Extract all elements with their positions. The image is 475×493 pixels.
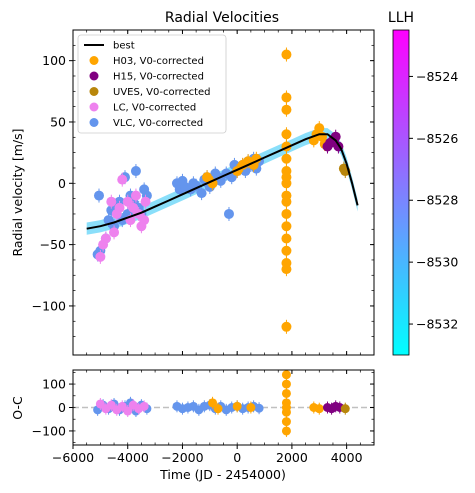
residual-point [246,403,256,412]
residual-y-tick-label: 100 [42,377,66,392]
colorbar-tick-label: −8530 [416,255,458,270]
legend-point-marker [89,71,99,81]
residual-panel: 100 0 −100 −6000 −4000 −2000 0 2000 4000 O-C Ti… [10,369,375,482]
residual-y-ticks: 100 0 −100 [32,371,374,444]
best-fit-line [86,133,359,230]
data-point [140,196,151,207]
series-lc [95,172,151,264]
residual-y-axis-label: O-C [10,396,25,420]
colorbar-gradient [392,29,410,356]
legend-label: LC, V0-corrected [113,103,196,114]
colorbar-tick-label: −8528 [416,193,458,208]
x-tick-label: 2000 [276,450,308,465]
data-point [139,215,150,226]
data-point [93,190,104,201]
legend-point-marker [89,102,99,112]
residual-series-h03 [208,370,324,437]
x-tick-label: 0 [233,450,241,465]
y-tick-label: −100 [32,298,66,313]
main-plot-area [86,47,359,334]
legend-label: H15, V0-corrected [113,72,204,83]
residual-point [314,404,324,414]
data-point [109,227,120,238]
data-point [281,233,292,244]
colorbar: LLH −8524 −8526 −8528 −8530 −8532 [388,10,458,356]
residual-series-h15 [322,400,345,415]
data-point [95,251,106,262]
legend-label: H03, V0-corrected [113,56,204,67]
main-panel: Radial Velocities 100 50 0 −50 −100 Radial v… [10,10,375,356]
residual-x-ticks: −6000 −4000 −2000 0 2000 4000 [52,370,375,465]
main-title: Radial Velocities [165,10,279,26]
x-tick-label: −4000 [107,450,149,465]
main-x-ticks [72,30,375,355]
residual-plot-area [73,370,374,437]
data-point [281,221,292,232]
residual-point [340,404,350,414]
y-tick-label: 100 [42,53,66,68]
x-tick-label: −2000 [161,450,203,465]
residual-point [281,426,291,436]
main-y-axis-label: Radial velocity [m/s] [10,128,25,256]
y-tick-label: 50 [50,114,66,129]
residual-point [254,403,264,413]
data-point [223,208,234,219]
residual-point [208,398,218,408]
legend: best H03, V0-corrected H15, V0-corrected UV… [77,34,227,134]
data-point [281,104,292,115]
residual-point [123,406,133,416]
data-point [314,123,325,134]
legend-label: best [113,41,135,52]
residual-y-tick-label: −100 [32,423,66,438]
data-point [281,153,292,164]
data-point [100,233,111,244]
x-axis-label: Time (JD - 2454000) [159,467,286,482]
data-point [281,321,292,332]
data-point [196,188,207,199]
legend-label: UVES, V0-corrected [113,87,211,98]
residual-point [213,404,223,414]
residual-point [281,388,291,398]
residual-y-tick-label: 0 [58,400,66,415]
legend-point-marker [89,56,99,65]
data-point [117,174,128,185]
residual-point [281,417,291,427]
colorbar-ticks: −8524 −8526 −8528 −8530 −8532 [409,69,458,332]
residual-point [232,401,242,411]
colorbar-title: LLH [388,10,414,26]
data-point [130,190,141,201]
main-y-ticks: 100 50 0 −50 −100 [32,29,374,337]
data-point [281,208,292,219]
data-point [281,49,292,60]
legend-point-marker [89,87,99,96]
data-point [114,202,125,213]
residual-series-uves [340,402,350,415]
data-point [281,92,292,103]
colorbar-tick-label: −8526 [416,131,458,146]
residual-point [139,401,149,411]
legend-box [77,34,227,134]
data-point [106,196,117,207]
residual-point [281,379,291,389]
colorbar-tick-label: −8532 [416,317,458,332]
residual-point [281,370,291,380]
data-point [281,196,292,207]
x-tick-label: −6000 [52,450,94,465]
legend-label: VLC, V0-corrected [113,118,203,129]
legend-point-marker [89,118,99,127]
x-tick-label: 4000 [331,450,363,465]
y-tick-label: 0 [58,176,66,191]
colorbar-tick-label: −8524 [416,69,458,84]
data-point [130,166,141,177]
residual-series-lc [95,397,149,418]
data-point [281,172,292,183]
y-tick-label: −50 [40,237,66,252]
data-point [281,129,292,140]
data-point [281,245,292,256]
data-point [281,264,292,275]
residual-point [281,403,291,412]
